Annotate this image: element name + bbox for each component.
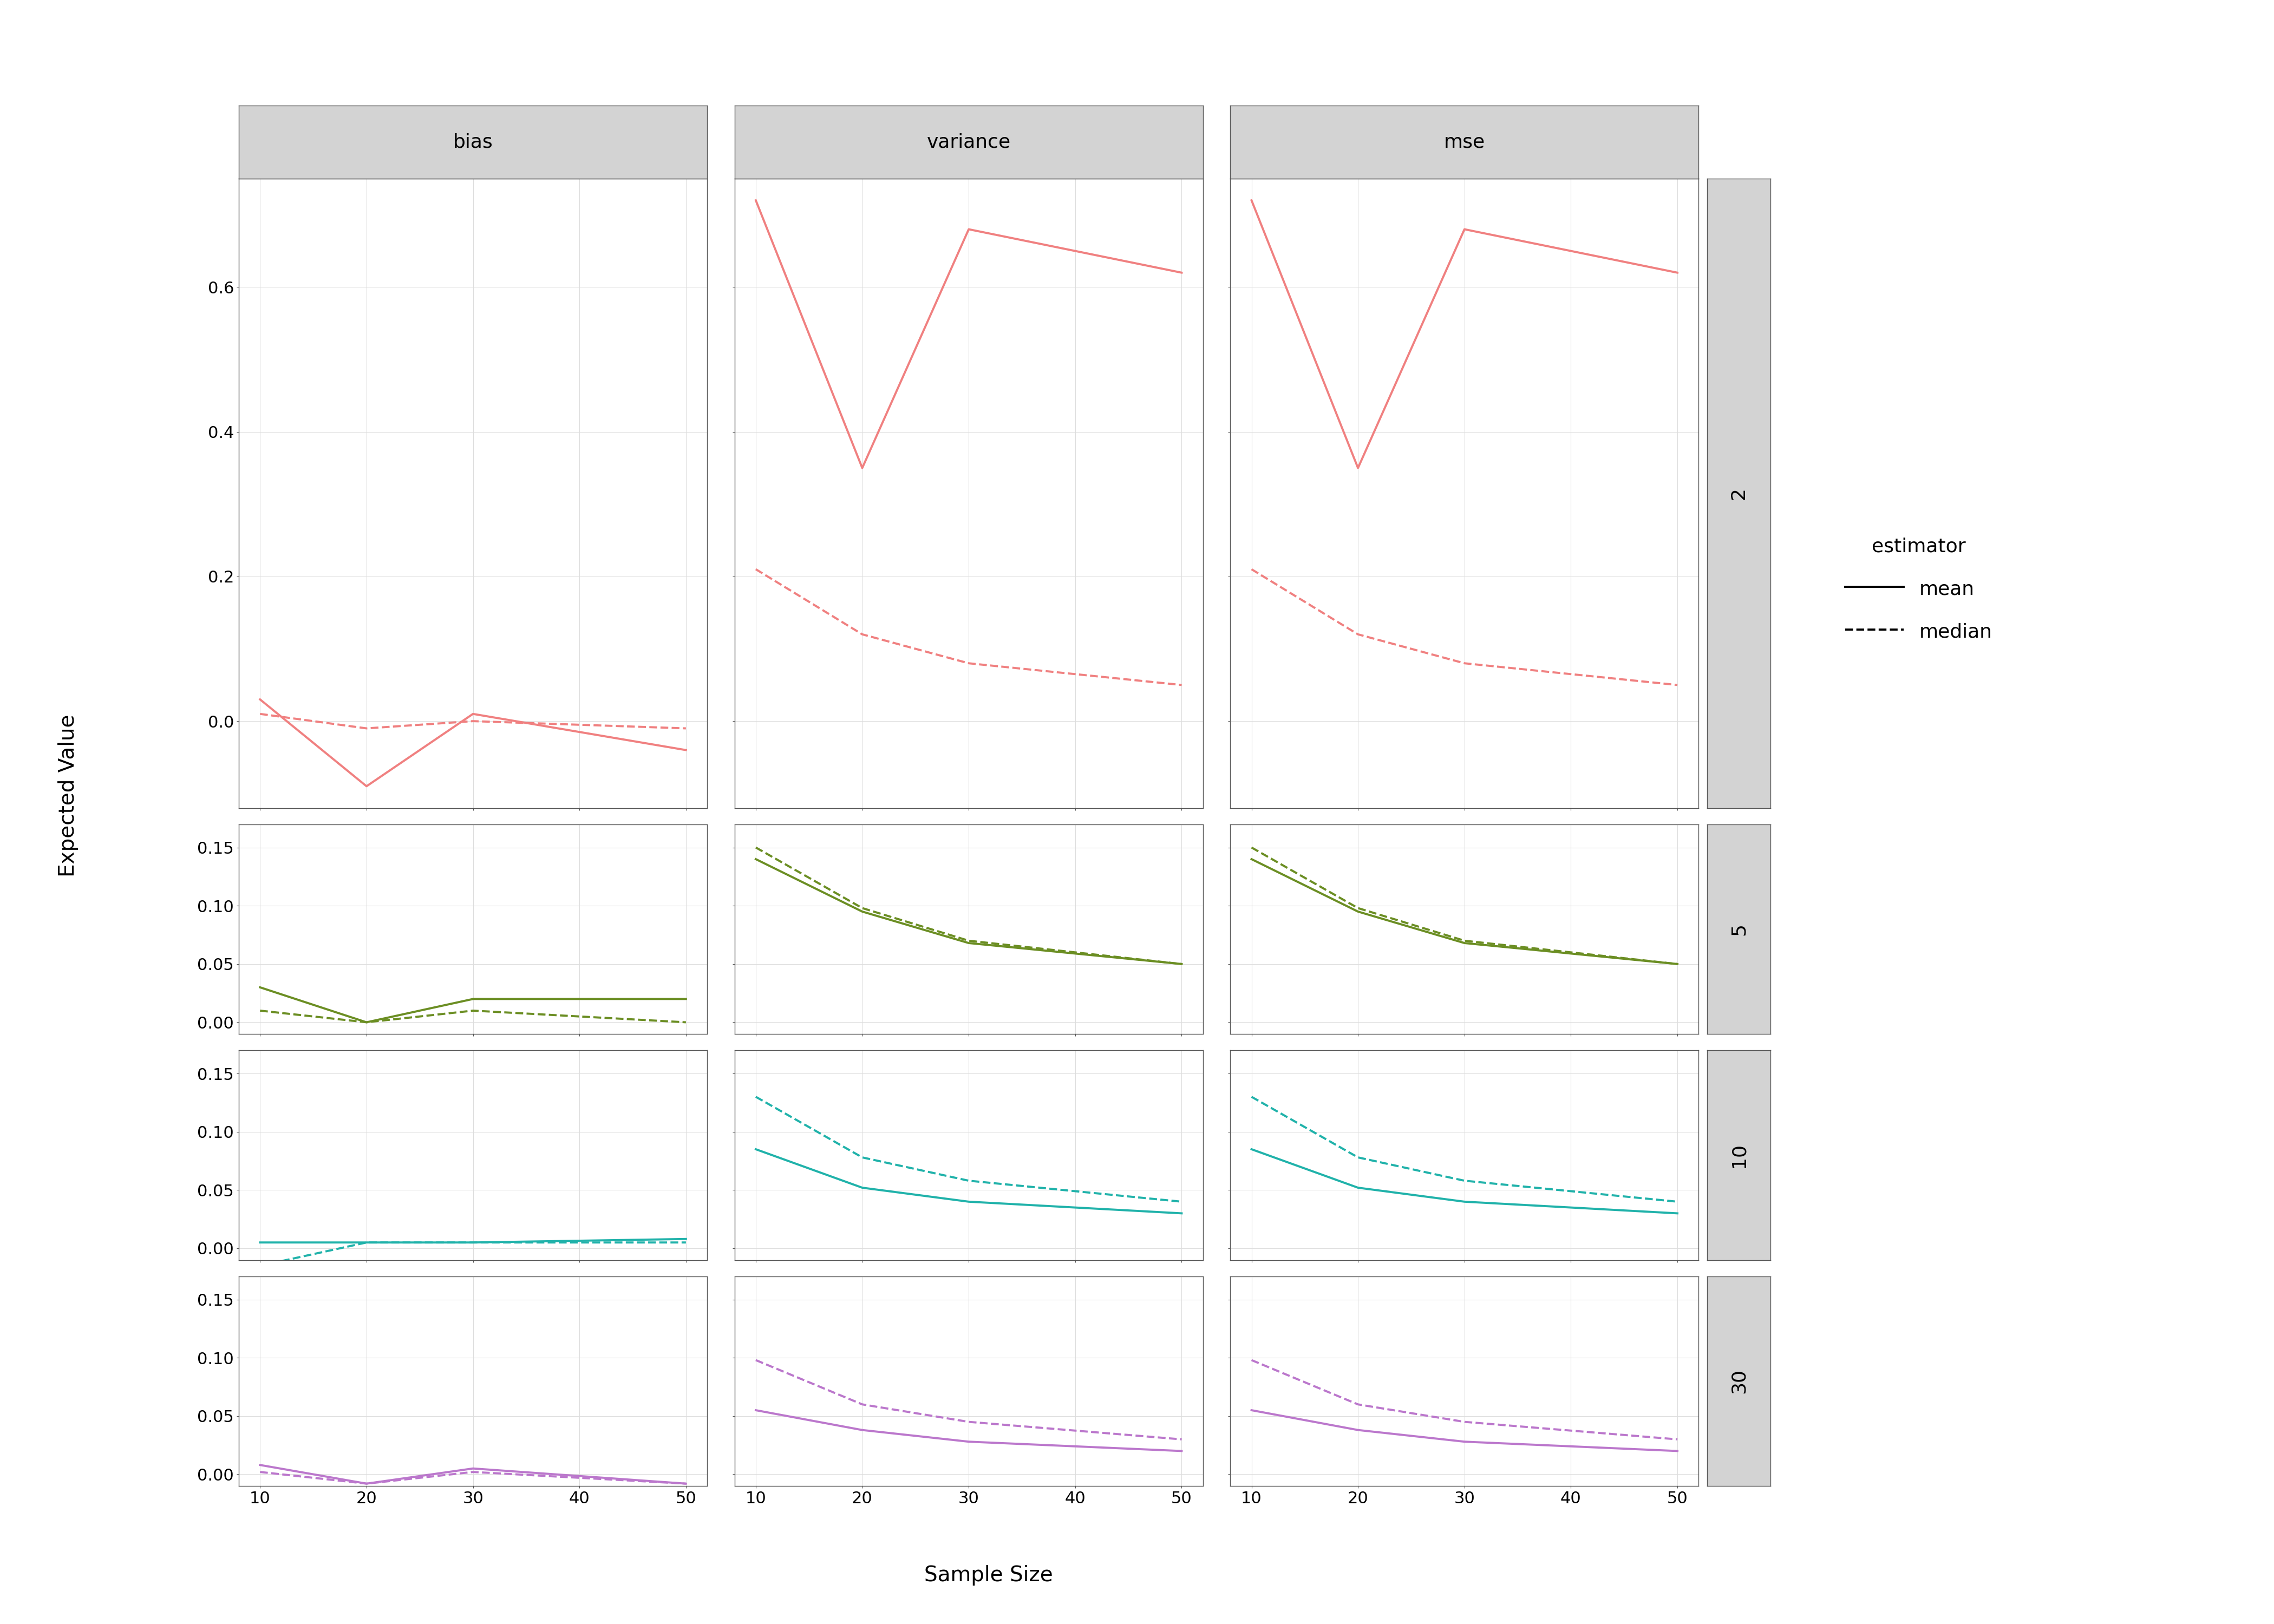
Text: Expected Value: Expected Value: [57, 715, 80, 877]
Text: 30: 30: [1731, 1369, 1749, 1393]
Text: bias: bias: [453, 133, 493, 151]
Text: 2: 2: [1731, 487, 1749, 500]
Text: 5: 5: [1731, 922, 1749, 935]
Legend: mean, median: mean, median: [1837, 529, 2001, 650]
Text: variance: variance: [928, 133, 1010, 151]
Text: 10: 10: [1731, 1143, 1749, 1168]
Text: mse: mse: [1444, 133, 1485, 151]
Text: Sample Size: Sample Size: [923, 1566, 1053, 1585]
